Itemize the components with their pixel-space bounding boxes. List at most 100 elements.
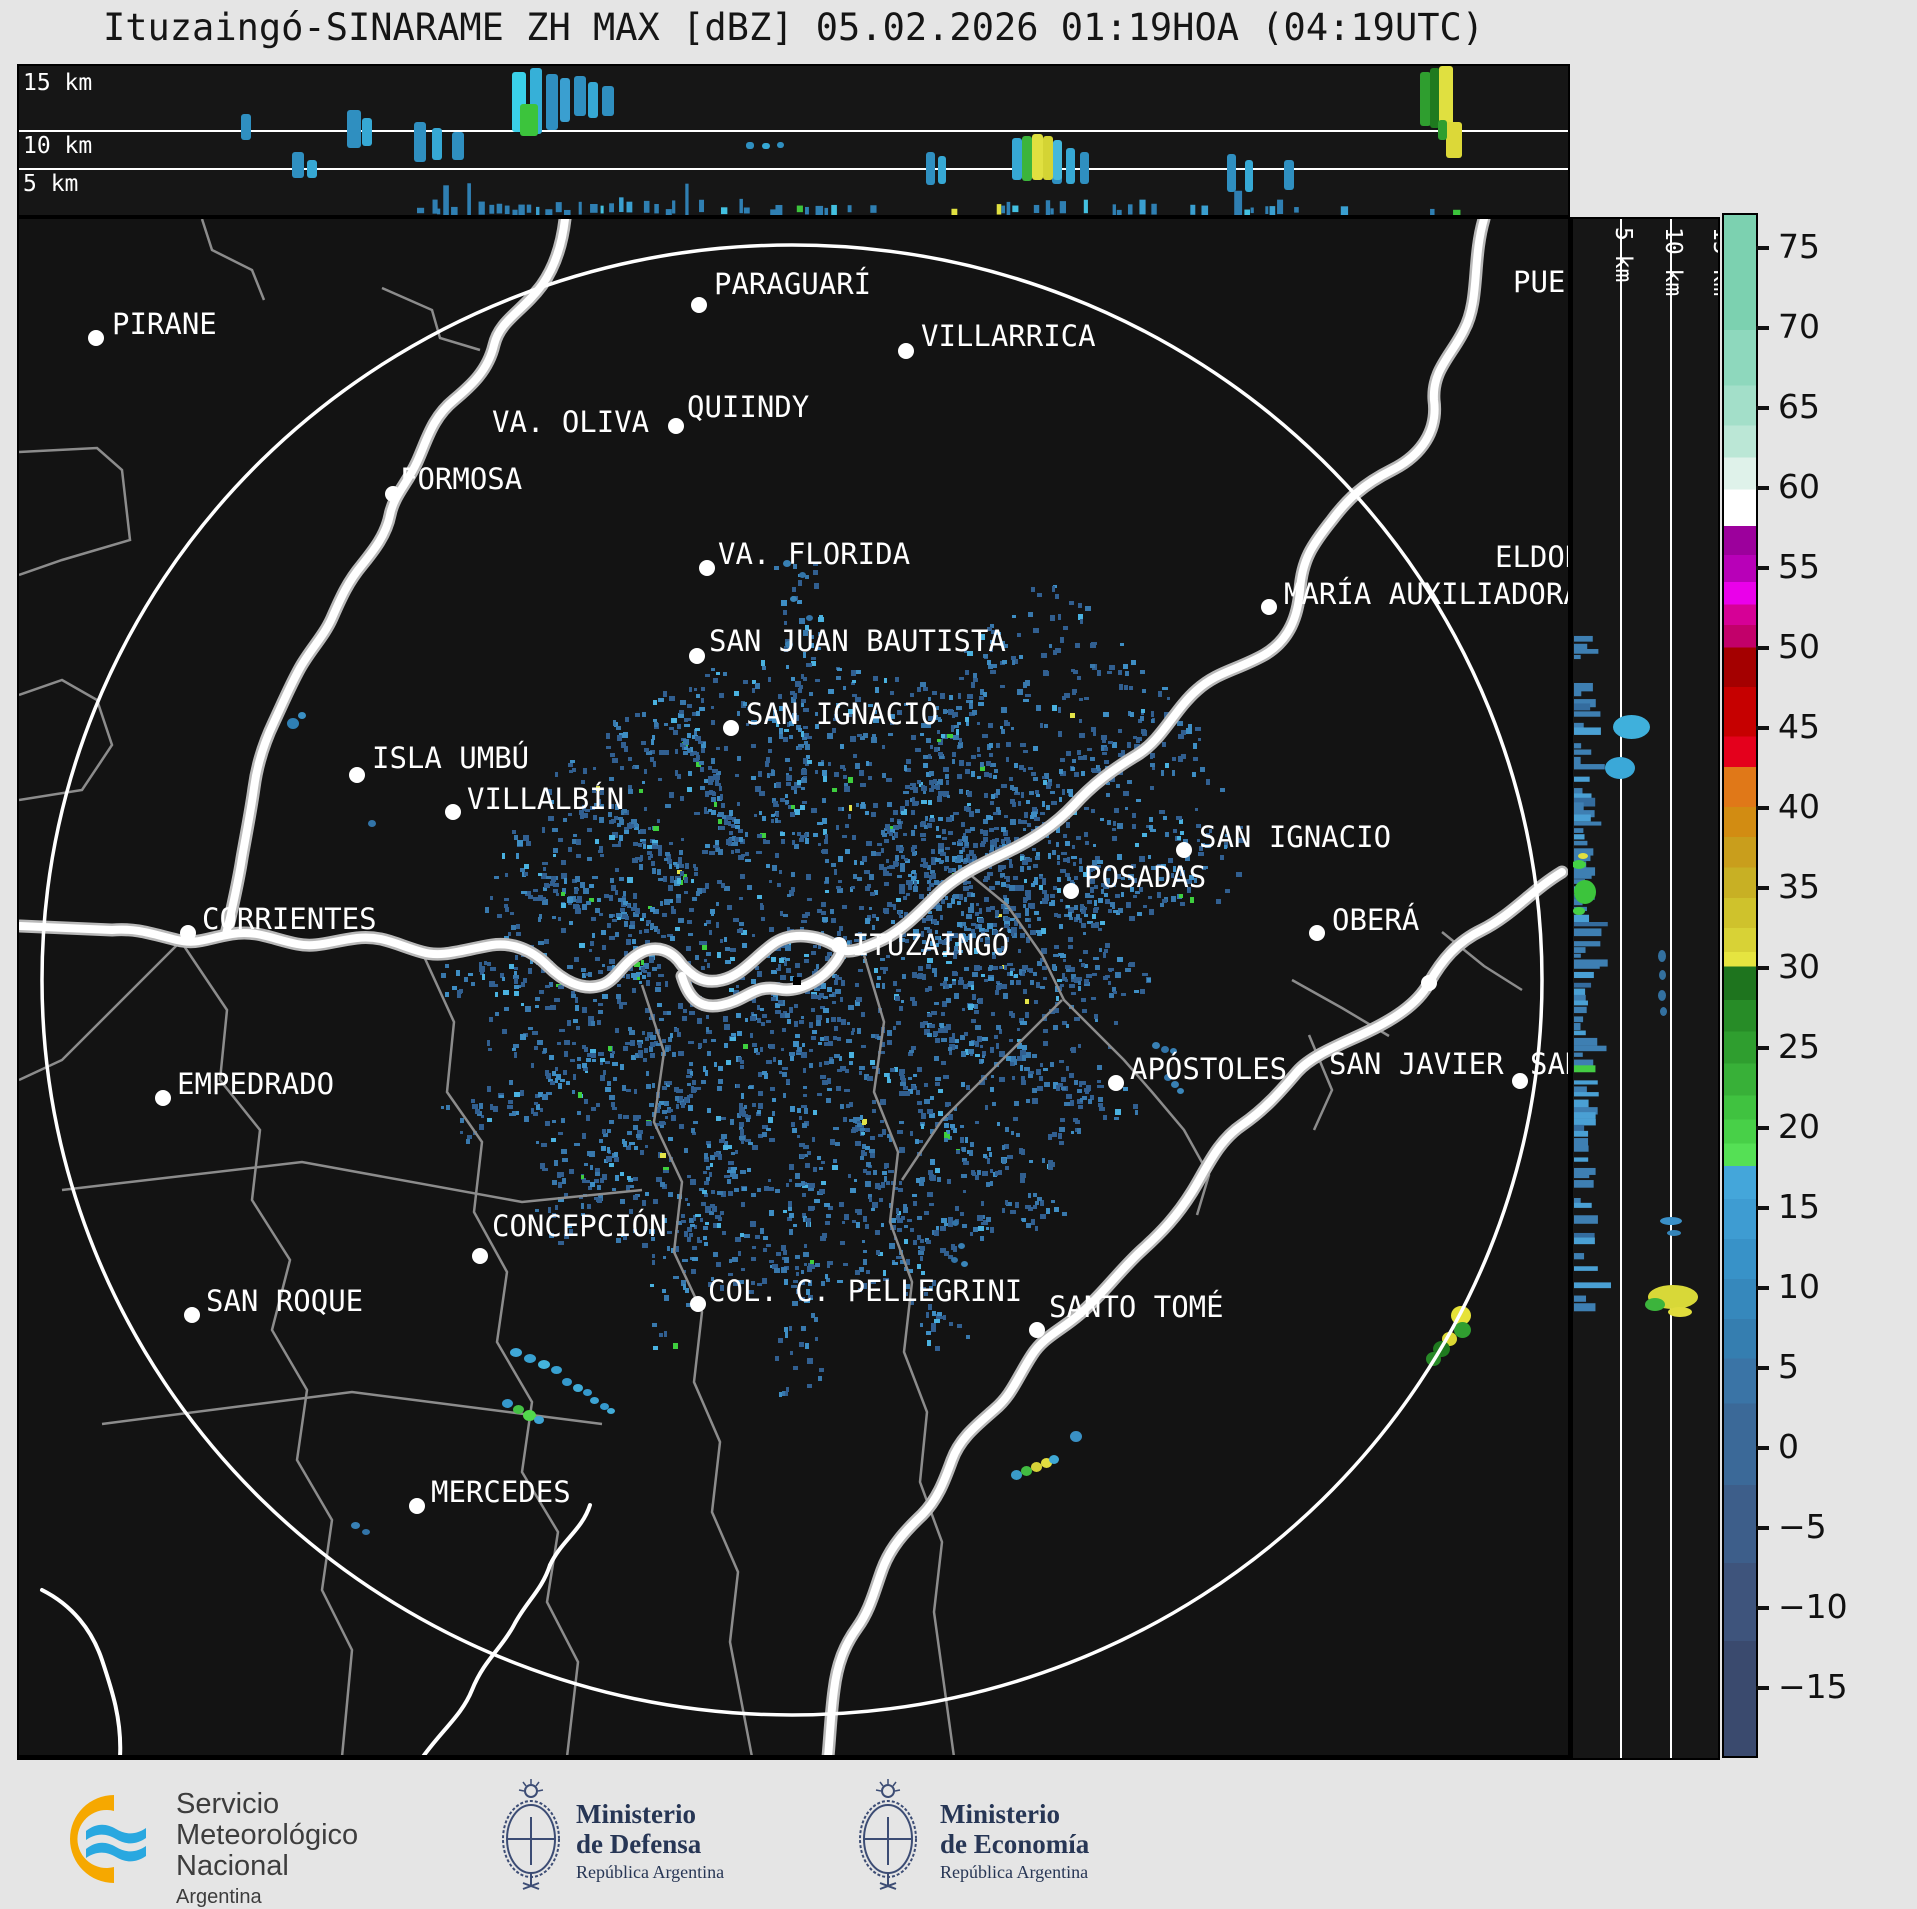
echo-speckle bbox=[1574, 1138, 1589, 1147]
echo-blob bbox=[1031, 1462, 1042, 1472]
colorbar-tick bbox=[1756, 406, 1769, 411]
echo-blob bbox=[1070, 1431, 1082, 1442]
echo-speckle bbox=[432, 199, 438, 214]
echo-blob bbox=[590, 1397, 599, 1404]
colorbar-tick bbox=[1756, 1285, 1769, 1290]
echo-speckle bbox=[1574, 802, 1584, 811]
echo-blob bbox=[513, 1405, 524, 1414]
economia-coat-of-arms bbox=[852, 1777, 924, 1901]
city-label: EMPEDRADO bbox=[177, 1067, 334, 1101]
echo-blob bbox=[414, 122, 426, 162]
echo-speckle bbox=[1127, 204, 1133, 215]
echo-blob bbox=[1053, 140, 1062, 180]
altitude-label: 15 km bbox=[23, 70, 92, 96]
echo-speckle bbox=[770, 209, 776, 215]
echo-blob bbox=[783, 560, 791, 567]
colorbar-tick bbox=[1756, 965, 1769, 970]
echo-blob bbox=[762, 143, 770, 149]
city-label: ITUZAINGÓ bbox=[852, 928, 1009, 962]
city-dot bbox=[180, 925, 196, 941]
echo-speckle bbox=[1294, 207, 1299, 213]
colorbar-tick-label: 20 bbox=[1778, 1106, 1820, 1146]
colorbar-tick bbox=[1756, 726, 1769, 730]
echo-blob bbox=[551, 1366, 562, 1374]
echo-blob bbox=[523, 1410, 536, 1421]
colorbar-tick-label: 50 bbox=[1778, 627, 1820, 667]
echo-speckle bbox=[1574, 1099, 1589, 1108]
altitude-label: 10 km bbox=[1660, 227, 1686, 296]
admin-borders bbox=[19, 219, 1523, 1755]
echo-speckle bbox=[1574, 1000, 1588, 1006]
range-ring bbox=[40, 243, 1544, 1717]
echo-speckle bbox=[1574, 947, 1586, 953]
echo-blob bbox=[1066, 148, 1075, 184]
echo-speckle bbox=[1574, 1215, 1598, 1224]
colorbar-tick-label: 55 bbox=[1778, 547, 1820, 587]
echo-speckle bbox=[563, 209, 571, 215]
echo-speckle bbox=[1574, 1232, 1595, 1239]
echo-blob bbox=[562, 1378, 572, 1386]
echo-blob bbox=[1022, 136, 1032, 181]
echo-blob bbox=[583, 1389, 592, 1396]
echo-speckle bbox=[1265, 206, 1269, 215]
echo-blob bbox=[777, 142, 784, 148]
echo-speckle bbox=[1574, 1295, 1587, 1302]
echo-speckle bbox=[1574, 699, 1596, 708]
colorbar-tick-label: 70 bbox=[1778, 307, 1820, 347]
city-dot bbox=[1108, 1075, 1124, 1091]
echo-blob bbox=[524, 1354, 536, 1363]
echo-speckle bbox=[1574, 1303, 1596, 1312]
colorbar-tick bbox=[1756, 1045, 1769, 1050]
echo-blob bbox=[1012, 138, 1022, 180]
echo-speckle bbox=[1574, 1052, 1583, 1057]
echo-speckle bbox=[1190, 204, 1196, 215]
city-label: SANTO TOMÉ bbox=[1049, 1290, 1224, 1324]
radar-map: PIRANE PARAGUARÍ VILLARRICA QUIINDY VA. OLIV… bbox=[19, 219, 1568, 1755]
echo-speckle bbox=[526, 204, 532, 213]
echo-speckle bbox=[1574, 848, 1594, 856]
echo-blob bbox=[746, 142, 754, 149]
smn-logo-c-shape bbox=[70, 1795, 114, 1883]
echo-blob bbox=[1446, 122, 1462, 158]
echo-blob bbox=[1660, 1007, 1667, 1016]
city-dot bbox=[831, 937, 847, 953]
city-dot bbox=[1421, 975, 1437, 991]
colorbar-tick-label: 25 bbox=[1778, 1026, 1820, 1066]
echo-speckle bbox=[1116, 209, 1122, 215]
city-dot bbox=[690, 1296, 706, 1312]
colorbar-tick-label: 75 bbox=[1778, 227, 1820, 267]
echo-speckle bbox=[1574, 922, 1608, 927]
page-title: Ituzaingó-SINARAME ZH MAX [dBZ] 05.02.20… bbox=[102, 6, 1485, 49]
echo-blob bbox=[952, 1220, 959, 1226]
city-label: QUIINDY bbox=[687, 390, 809, 424]
echo-blob bbox=[1668, 1307, 1692, 1317]
colorbar-tick-label: 35 bbox=[1778, 866, 1820, 906]
echo-blob bbox=[958, 1243, 965, 1249]
echo-blob bbox=[1170, 1048, 1177, 1054]
echo-speckle bbox=[1201, 205, 1209, 215]
echo-speckle bbox=[626, 201, 633, 213]
echo-blob bbox=[951, 1257, 958, 1263]
echo-speckle bbox=[1139, 199, 1146, 215]
echo-speckle bbox=[1006, 201, 1011, 215]
city-label: CONCEPCIÓN bbox=[492, 1209, 667, 1243]
echo-speckle bbox=[1574, 1023, 1581, 1030]
echo-blob bbox=[1658, 950, 1666, 962]
echo-blob bbox=[1573, 860, 1586, 869]
city-dot bbox=[88, 330, 104, 346]
echo-speckle bbox=[578, 201, 582, 215]
colorbar-tick-label: −15 bbox=[1778, 1666, 1848, 1706]
echo-speckle bbox=[1574, 1080, 1598, 1085]
smn-text: Servicio Meteorológico Nacional Argentin… bbox=[176, 1788, 359, 1909]
echo-blob bbox=[961, 1261, 968, 1267]
echo-speckle bbox=[1340, 206, 1349, 215]
echo-speckle bbox=[1574, 649, 1599, 654]
city-dot bbox=[1063, 883, 1079, 899]
echo-speckle bbox=[1574, 797, 1596, 807]
echo-speckle bbox=[775, 204, 783, 215]
echo-speckle bbox=[1050, 208, 1054, 215]
side-panel-echoes: 5 km 10 km 15 km bbox=[1573, 219, 1718, 1758]
echo-blob bbox=[1574, 880, 1596, 904]
city-dot bbox=[898, 343, 914, 359]
echo-speckle bbox=[1574, 1037, 1598, 1046]
